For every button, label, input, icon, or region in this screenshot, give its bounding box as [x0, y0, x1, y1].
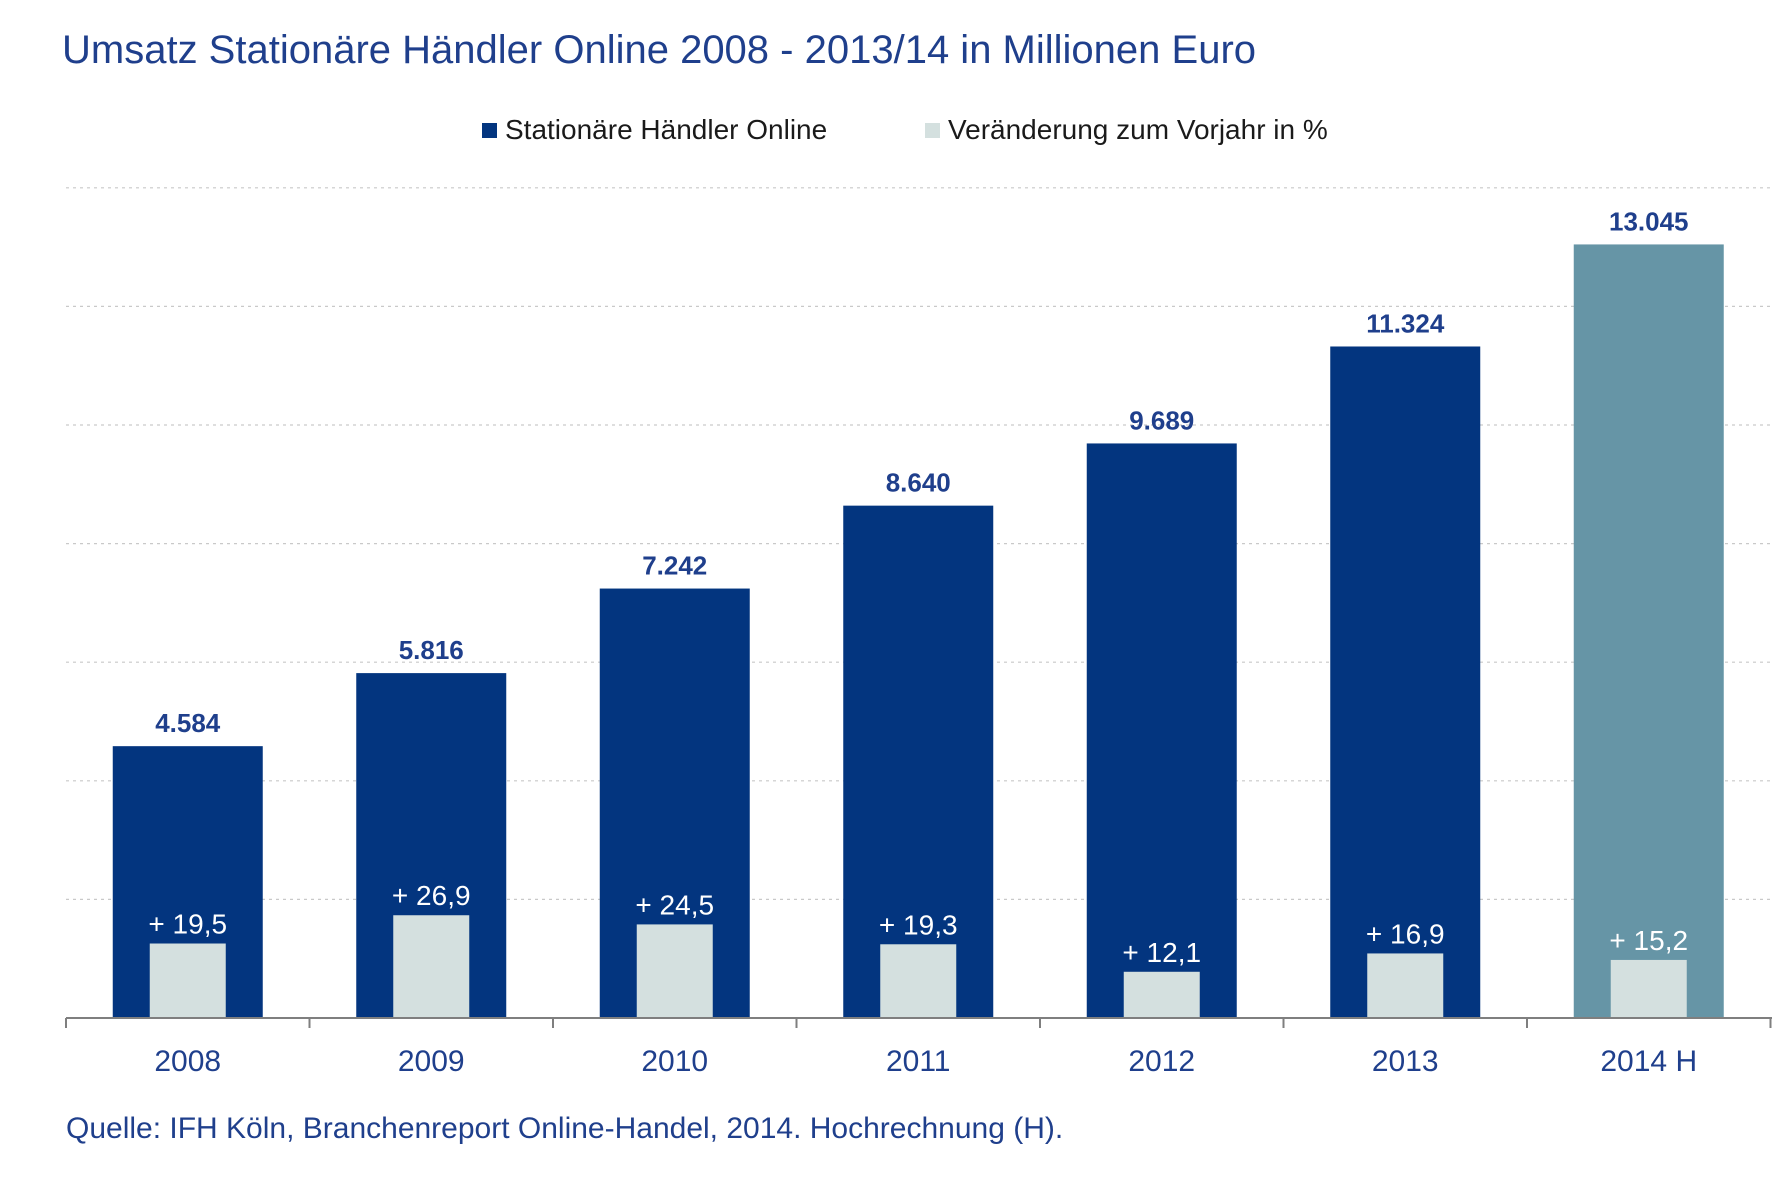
bar-value-label: 5.816 [399, 635, 464, 665]
x-tick-label: 2010 [641, 1045, 708, 1078]
change-value-label: + 26,9 [392, 880, 471, 911]
legend-swatch-change [925, 122, 940, 138]
bar-change-2014-H [1610, 959, 1687, 1018]
x-tick-label: 2013 [1372, 1045, 1439, 1078]
change-value-label: + 15,2 [1609, 925, 1688, 956]
legend: Stationäre Händler Online Veränderung zu… [0, 114, 1772, 154]
chart-plot: 4.584 + 19,5 2008 5.816 + 26,9 2009 7.242 + 24,… [65, 187, 1772, 1078]
change-value-label: + 16,9 [1366, 918, 1445, 949]
legend-label-change: Veränderung zum Vorjahr in % [948, 114, 1328, 145]
bar-change-2008 [149, 943, 226, 1018]
bar-value-label: 13.045 [1609, 206, 1689, 236]
x-tick-label: 2012 [1128, 1045, 1195, 1078]
bar-revenue-2011 [843, 505, 994, 1018]
bar-revenue-2014-H [1573, 244, 1724, 1018]
bar-value-label: 7.242 [642, 551, 707, 581]
bar-change-2009 [393, 915, 470, 1018]
bar-revenue-2013 [1330, 346, 1481, 1018]
change-value-label: + 19,3 [879, 909, 958, 940]
bar-change-2013 [1367, 953, 1444, 1018]
chart-title: Umsatz Stationäre Händler Online 2008 - … [62, 28, 1257, 72]
bar-change-2010 [636, 924, 713, 1018]
bar-change-2011 [880, 944, 957, 1018]
legend-swatch-revenue [482, 122, 497, 138]
x-tick-label: 2011 [886, 1045, 951, 1078]
change-value-label: + 19,5 [148, 909, 227, 940]
change-value-label: + 24,5 [635, 889, 714, 920]
bar-value-label: 9.689 [1129, 405, 1194, 435]
bar-value-label: 4.584 [155, 708, 221, 738]
legend-item-change: Veränderung zum Vorjahr in % [925, 114, 1328, 146]
bar-value-label: 8.640 [886, 468, 951, 498]
legend-item-revenue: Stationäre Händler Online [482, 114, 827, 146]
bar-revenue-2012 [1086, 443, 1237, 1019]
x-tick-label: 2014 H [1600, 1045, 1697, 1078]
bar-value-label: 11.324 [1366, 308, 1445, 338]
legend-label-revenue: Stationäre Händler Online [505, 114, 828, 145]
bar-change-2012 [1123, 971, 1200, 1018]
x-tick-label: 2009 [398, 1045, 465, 1078]
change-value-label: + 12,1 [1122, 937, 1201, 968]
x-tick-label: 2008 [154, 1045, 221, 1078]
source-note: Quelle: IFH Köln, Branchenreport Online-… [66, 1112, 1064, 1145]
